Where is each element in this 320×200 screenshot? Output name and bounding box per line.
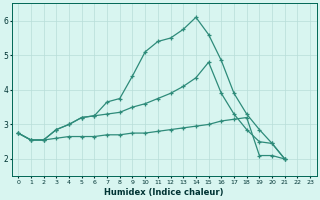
X-axis label: Humidex (Indice chaleur): Humidex (Indice chaleur) — [104, 188, 224, 197]
